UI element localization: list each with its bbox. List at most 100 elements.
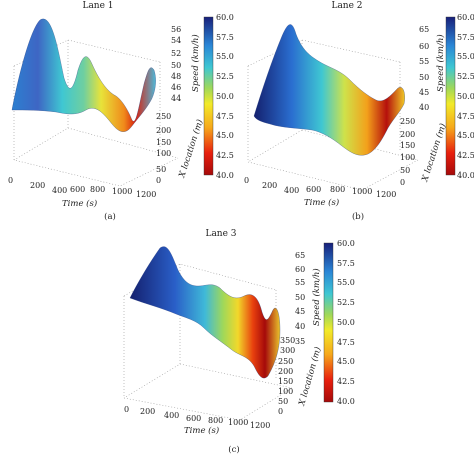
panel-a-x-label: Time (s): [62, 198, 97, 209]
panel-a-z-tick: 56: [171, 25, 181, 34]
panel-b-colorbar: [445, 16, 456, 176]
panel-a-x-tick: 0: [8, 176, 13, 185]
panel-c-y-label: X location (m): [296, 346, 324, 408]
panel-c-y-tick: 200: [278, 367, 293, 376]
panel-c-y-tick: 250: [278, 357, 293, 366]
panel-a-colorbar-tick: 42.5: [216, 151, 234, 160]
panel-b-x-tick: 1000: [352, 187, 372, 196]
panel-b-z-tick: 55: [419, 57, 429, 66]
panel-c-x-tick: 800: [208, 416, 223, 425]
panel-c-z-tick: 35: [295, 337, 305, 346]
panel-c: Lane 3 0 200 400 600 800 1000 1200 Time …: [123, 229, 355, 455]
panel-a-z-tick: 50: [171, 61, 181, 70]
panel-c-x-tick: 1000: [228, 418, 248, 427]
panel-c-colorbar-tick: 45.0: [337, 357, 355, 366]
panel-a-x-ticks: 0 200 400 600 800 1000 1200: [8, 176, 156, 199]
panel-b-title: Lane 2: [331, 1, 362, 11]
panel-b: Lane 2 0 200 400 600 800 1000 1200 Time …: [244, 1, 474, 222]
panel-b-y-tick: 200: [400, 130, 415, 139]
panel-b-x-tick: 400: [284, 186, 299, 195]
panel-b-z-label: Speed (km/h): [435, 34, 446, 92]
panel-b-colorbar-tick: 55.0: [457, 52, 474, 61]
panel-c-y-tick: 50: [278, 397, 288, 406]
panel-a-x-tick: 800: [90, 185, 105, 194]
panel-b-caption: (b): [352, 211, 364, 222]
panel-c-z-tick: 65: [295, 251, 305, 260]
panel-a-colorbar-tick: 47.5: [216, 112, 234, 121]
panel-b-y-tick: 150: [400, 141, 415, 150]
panel-c-z-tick: 50: [295, 293, 305, 302]
panel-a-z-ticks: 44 46 48 50 52 54 56: [171, 25, 181, 103]
panel-b-y-tick: 100: [400, 153, 415, 162]
panel-b-z-tick: 60: [419, 42, 429, 51]
panel-a-colorbar-tick: 57.5: [216, 33, 234, 42]
panel-c-y-tick: 100: [278, 387, 293, 396]
panel-b-y-label: X location (m): [419, 122, 448, 184]
panel-c-y-tick: 0: [278, 407, 283, 416]
panel-c-title: Lane 3: [205, 229, 236, 239]
panel-c-caption: (c): [228, 444, 239, 455]
panel-c-y-tick: 300: [280, 346, 295, 355]
panel-c-x-tick: 400: [164, 411, 179, 420]
panel-c-z-tick: 40: [295, 322, 305, 331]
panel-c-y-tick: 150: [278, 377, 293, 386]
panel-a-colorbar: [203, 16, 214, 176]
panel-a-x-tick: 200: [30, 181, 45, 190]
panel-a: Lane 1 0 200 400 600 800 1000 1200 Time …: [8, 1, 234, 222]
panel-c-x-label: Time (s): [184, 425, 219, 436]
panel-b-y-tick: 250: [400, 117, 415, 126]
panel-b-z-tick: 40: [419, 103, 429, 112]
panel-c-colorbar-tick: 52.5: [337, 298, 355, 307]
panel-c-colorbar-tick: 60.0: [337, 239, 355, 248]
panel-b-y-tick: 0: [400, 178, 405, 187]
panel-b-x-tick: 800: [330, 185, 345, 194]
panel-b-x-tick: 1200: [376, 190, 396, 199]
panel-c-z-tick: 45: [295, 307, 305, 316]
panel-c-colorbar-tick: 47.5: [337, 338, 355, 347]
panel-a-x-tick: 400: [52, 186, 67, 195]
panel-b-colorbar-tick: 60.0: [457, 13, 474, 22]
panel-c-colorbar-tick: 40.0: [337, 397, 355, 406]
panel-b-colorbar-tick: 57.5: [457, 33, 474, 42]
panel-b-colorbar-tick: 40.0: [457, 171, 474, 180]
panel-b-z-tick: 45: [419, 88, 429, 97]
panel-a-x-tick: 1200: [136, 190, 156, 199]
panel-b-colorbar-tick: 52.5: [457, 72, 474, 81]
panel-c-colorbar: [323, 242, 334, 403]
panel-a-surface: [11, 18, 156, 132]
panel-b-z-tick: 65: [419, 25, 429, 34]
panel-b-x-tick: 0: [244, 176, 249, 185]
panel-b-z-ticks: 40 45 50 55 60 65: [419, 25, 429, 112]
panel-c-colorbar-tick: 42.5: [337, 377, 355, 386]
panel-a-colorbar-tick: 52.5: [216, 72, 234, 81]
panel-a-y-tick: 50: [156, 165, 166, 174]
panel-a-z-label: Speed (km/h): [190, 34, 201, 92]
panel-a-x-tick: 1000: [112, 187, 132, 196]
panel-b-colorbar-ticks: 40.0 42.5 45.0 47.5 50.0 52.5 55.0 57.5 …: [457, 13, 474, 180]
panel-a-colorbar-tick: 60.0: [216, 13, 234, 22]
panel-a-z-tick: 46: [171, 83, 181, 92]
panel-a-colorbar-tick: 55.0: [216, 52, 234, 61]
panel-c-colorbar-ticks: 40.0 42.5 45.0 47.5 50.0 52.5 55.0 57.5 …: [337, 239, 355, 406]
panel-a-colorbar-tick: 50.0: [216, 92, 234, 101]
panel-c-y-tick: 350: [280, 336, 295, 345]
panel-c-surface: [129, 246, 281, 379]
panel-b-colorbar-tick: 50.0: [457, 92, 474, 101]
panel-c-z-tick: 55: [295, 278, 305, 287]
panel-c-x-ticks: 0 200 400 600 800 1000 1200: [124, 405, 270, 430]
panel-b-z-tick: 50: [419, 73, 429, 82]
panel-a-y-ticks: 0 50 100 150 200 250: [156, 112, 171, 185]
panel-a-colorbar-tick: 45.0: [216, 131, 234, 140]
panel-c-x-tick: 1200: [250, 421, 270, 430]
panel-a-z-tick: 54: [171, 36, 181, 45]
panel-b-y-ticks: 0 50 100 150 200 250: [400, 117, 415, 187]
panel-a-y-tick: 100: [156, 149, 171, 158]
panel-c-colorbar-tick: 50.0: [337, 318, 355, 327]
panel-c-y-ticks: 0 50 100 150 200 250 300 350: [278, 336, 295, 416]
panel-c-colorbar-tick: 57.5: [337, 259, 355, 268]
panel-a-title: Lane 1: [82, 1, 113, 11]
panel-c-x-tick: 600: [186, 414, 201, 423]
panel-a-y-label: X location (m): [176, 118, 205, 180]
panel-b-colorbar-tick: 42.5: [457, 151, 474, 160]
panel-b-colorbar-tick: 47.5: [457, 112, 474, 121]
